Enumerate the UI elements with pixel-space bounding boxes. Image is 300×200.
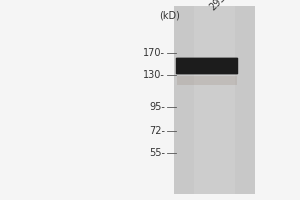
Text: (kD): (kD) bbox=[159, 11, 180, 21]
Bar bbox=[174, 6, 255, 194]
Text: 95-: 95- bbox=[149, 102, 165, 112]
Text: 72-: 72- bbox=[149, 126, 165, 136]
Text: 55-: 55- bbox=[149, 148, 165, 158]
Bar bbox=[177, 76, 237, 85]
Text: 293: 293 bbox=[207, 0, 228, 12]
Text: 170-: 170- bbox=[143, 48, 165, 58]
Bar bbox=[194, 6, 235, 194]
FancyBboxPatch shape bbox=[176, 58, 238, 74]
Text: 130-: 130- bbox=[143, 70, 165, 80]
